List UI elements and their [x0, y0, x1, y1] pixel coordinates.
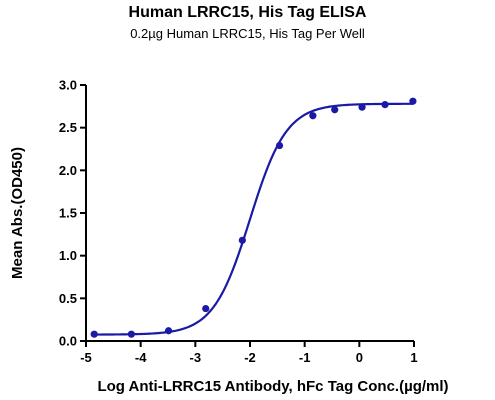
x-tick-label: -1: [299, 350, 311, 365]
chart-subtitle: 0.2µg Human LRRC15, His Tag Per Well: [130, 26, 365, 41]
data-point: [381, 101, 389, 109]
x-tick-label: 1: [410, 350, 417, 365]
y-tick-label: 1.5: [59, 206, 77, 221]
data-point: [358, 103, 366, 111]
x-tick-label: -2: [244, 350, 256, 365]
y-axis-title: Mean Abs.(OD450): [9, 147, 26, 279]
x-axis-ticks: -5 -4 -3 -2 -1 0 1: [80, 341, 418, 365]
y-axis-ticks: 0.0 0.5 1.0 1.5 2.0 2.5 3.0: [59, 78, 86, 349]
data-point: [275, 141, 284, 150]
x-tick-label: -3: [190, 350, 202, 365]
data-point: [202, 304, 210, 313]
y-tick-label: 2.5: [59, 120, 77, 135]
data-points: [90, 97, 417, 338]
x-tick-label: -4: [135, 350, 147, 365]
x-tick-label: 0: [356, 350, 363, 365]
x-tick-label: -5: [80, 350, 92, 365]
y-tick-label: 0.5: [59, 291, 77, 306]
data-point: [409, 97, 417, 105]
data-point: [309, 112, 317, 120]
y-tick-label: 3.0: [59, 78, 77, 93]
data-point: [127, 330, 135, 338]
y-tick-label: 2.0: [59, 163, 77, 178]
data-point: [238, 236, 246, 244]
data-point: [90, 330, 98, 338]
y-tick-label: 1.0: [59, 248, 77, 263]
data-point: [164, 327, 173, 335]
chart-title: Human LRRC15, His Tag ELISA: [128, 4, 367, 21]
fit-curve-line: [94, 102, 413, 336]
data-point: [331, 106, 339, 114]
y-tick-label: 0.0: [59, 334, 77, 349]
x-axis-title: Log Anti-LRRC15 Antibody, hFc Tag Conc.(…: [97, 378, 448, 395]
